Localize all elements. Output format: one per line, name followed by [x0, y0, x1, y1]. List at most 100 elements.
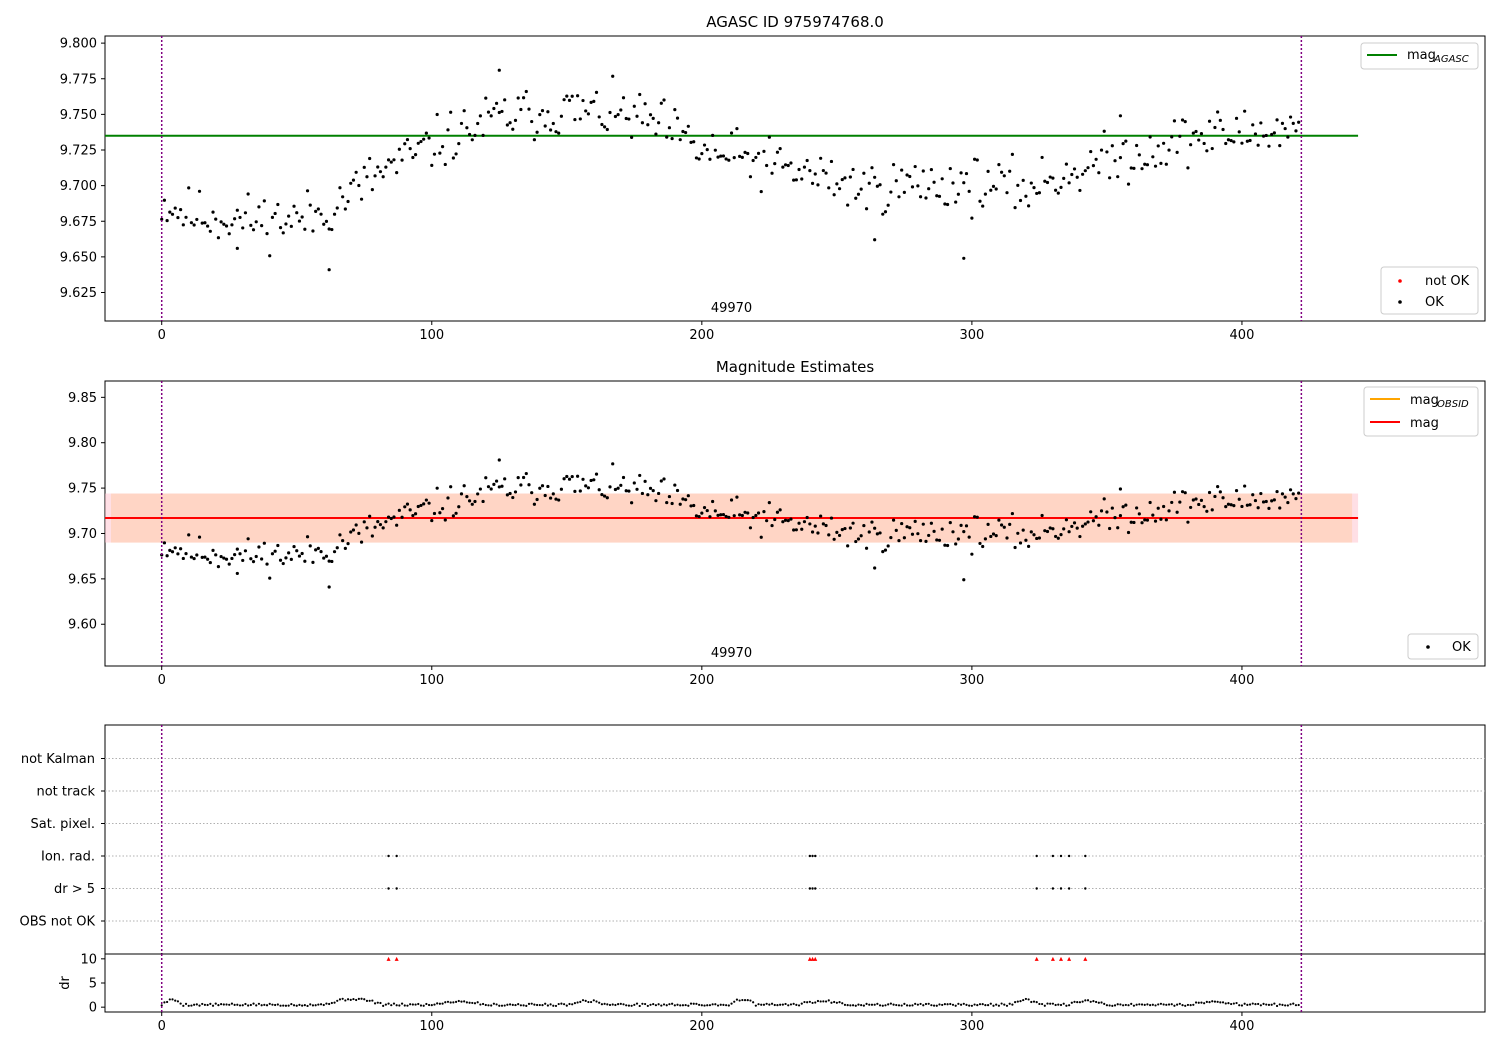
agasc-ok-point	[1251, 123, 1255, 127]
dr-point	[992, 1004, 995, 1007]
estimates-ok-point	[319, 550, 323, 554]
estimates-ok-point	[767, 501, 771, 505]
agasc-ok-point	[370, 187, 374, 192]
agasc-ok-point	[565, 94, 569, 98]
estimates-ok-point	[832, 537, 836, 541]
dr-point	[1149, 1004, 1152, 1007]
estimates-ok-point	[621, 475, 626, 480]
agasc-ok-point	[643, 102, 647, 106]
estimates-ok-point	[983, 537, 987, 541]
agasc-ok-point	[900, 168, 904, 172]
dr-point	[1297, 1003, 1300, 1007]
dr-point	[617, 1003, 620, 1006]
agasc-ok-point	[324, 219, 329, 223]
estimates-ok-point	[627, 489, 631, 493]
dr-point	[1005, 1004, 1009, 1007]
flags-category-label: not Kalman	[21, 752, 95, 767]
estimates-ok-point	[168, 548, 172, 552]
agasc-ok-point	[521, 96, 526, 100]
estimates-ok-point	[1170, 500, 1174, 505]
dr-point	[471, 1001, 474, 1005]
dr-point	[446, 1000, 450, 1003]
dr-ytick-label: 0	[89, 1001, 97, 1016]
estimates-ok-point	[981, 544, 985, 549]
dr-point	[684, 1003, 687, 1007]
agasc-ok-point	[721, 154, 726, 158]
dr-point	[1140, 1003, 1144, 1006]
agasc-ok-point	[1075, 175, 1079, 179]
agasc-ok-point	[246, 192, 250, 196]
dr-point	[230, 1002, 234, 1005]
estimates-ok-point	[986, 522, 990, 527]
dr-point	[211, 1004, 215, 1007]
estimates-ok-point	[902, 536, 906, 540]
estimates-ok-point	[708, 515, 712, 519]
flags-flag-point	[387, 854, 390, 858]
estimates-ok-point	[913, 519, 917, 523]
estimates-ok-point	[1062, 527, 1066, 531]
agasc-ok-point	[278, 226, 283, 230]
estimates-ok-point	[586, 486, 591, 490]
dr-point	[811, 1001, 814, 1005]
estimates-ok-point	[1059, 533, 1063, 537]
agasc-ok-point	[578, 117, 582, 121]
agasc-ok-point	[781, 165, 785, 169]
estimates-ytick-label: 9.65	[68, 572, 97, 587]
estimates-ok-point	[748, 526, 753, 530]
dr-point	[390, 1004, 393, 1007]
estimates-ok-point	[273, 549, 277, 553]
agasc-ok-point	[268, 254, 272, 258]
dr-point	[598, 1001, 601, 1004]
agasc-ok-point	[729, 131, 734, 135]
estimates-ok-point	[1229, 503, 1233, 507]
dr-point	[606, 1003, 609, 1006]
agasc-ok-point	[251, 228, 256, 232]
dr-point	[784, 1002, 787, 1006]
agasc-ok-point	[308, 203, 312, 207]
dr-point	[725, 1004, 728, 1007]
estimates-ok-point	[743, 510, 747, 514]
dr-point	[779, 1003, 782, 1006]
estimates-ok-point	[324, 554, 329, 558]
estimates-ok-point	[354, 523, 358, 527]
dr-point	[514, 1003, 517, 1007]
estimates-ok-point	[999, 523, 1004, 527]
agasc-ok-point	[160, 217, 164, 221]
estimates-ok-point	[265, 562, 269, 566]
dr-xtick-label: 0	[158, 1019, 166, 1034]
estimates-ok-point	[1016, 531, 1020, 535]
estimates-ok-point	[956, 537, 960, 541]
agasc-ok-point	[1097, 171, 1101, 175]
estimates-ok-point	[327, 585, 331, 589]
dr-point	[398, 1004, 401, 1007]
dr-point	[271, 1003, 274, 1006]
agasc-ok-point	[1202, 141, 1206, 146]
agasc-ok-point	[1035, 191, 1039, 196]
agasc-ytick-label: 9.675	[60, 215, 97, 230]
dr-point	[695, 1002, 698, 1005]
dr-point	[1027, 998, 1030, 1001]
agasc-ok-point	[254, 220, 258, 224]
agasc-ok-point	[416, 141, 420, 145]
agasc-ok-point	[1140, 167, 1144, 171]
agasc-ok-point	[816, 183, 820, 187]
agasc-ok-point	[419, 139, 423, 144]
agasc-ok-point	[538, 112, 542, 117]
dr-point	[1240, 1004, 1244, 1007]
agasc-ok-point	[659, 101, 663, 105]
dr-point	[225, 1003, 228, 1006]
dr-point	[562, 1003, 566, 1006]
estimates-ok-point	[711, 499, 715, 504]
dr-point	[789, 1003, 793, 1006]
dr-not-ok-marker	[1067, 956, 1072, 961]
estimates-ok-point	[349, 530, 353, 534]
estimates-ok-point	[670, 501, 674, 506]
agasc-ok-point	[986, 169, 990, 173]
dr-point	[1127, 1004, 1130, 1007]
agasc-ok-point	[989, 188, 993, 192]
estimates-ok-point	[1148, 500, 1152, 505]
dr-point	[1024, 997, 1028, 1001]
dr-point	[554, 1004, 558, 1008]
agasc-ok-point	[751, 158, 755, 163]
agasc-ok-point	[978, 199, 982, 203]
